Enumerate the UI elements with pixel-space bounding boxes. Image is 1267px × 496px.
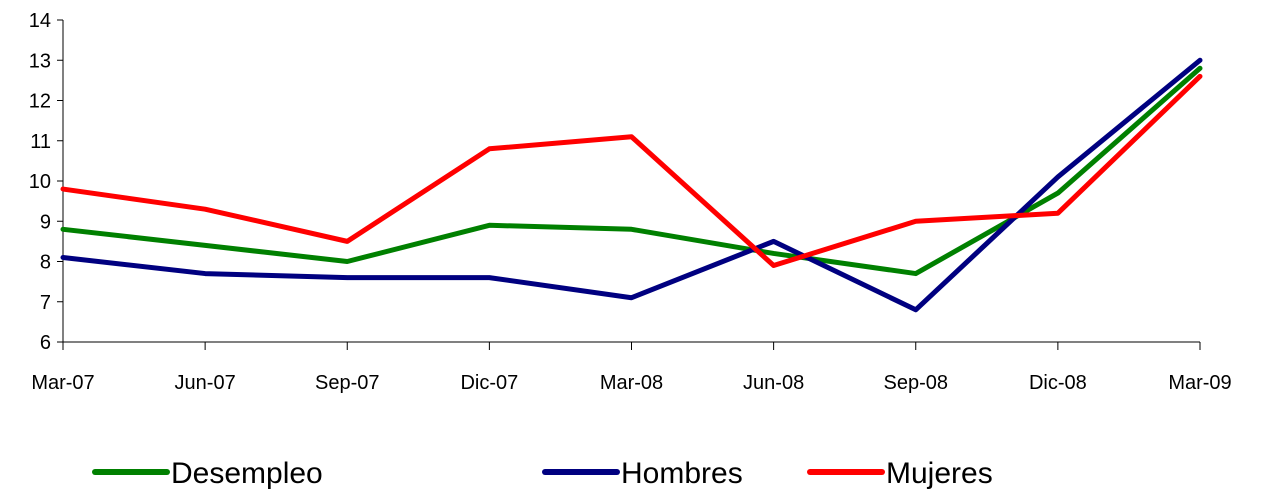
series-line-mujeres xyxy=(60,73,1203,269)
x-axis-ticks: Mar-07 Jun-07 Sep-07 Dic-07 Mar-08 Jun-08 Sep-… xyxy=(31,342,1232,394)
x-tick-label: Sep-07 xyxy=(315,372,380,394)
y-tick-label: 14 xyxy=(29,10,51,32)
legend: Desempleo Hombres Mujeres xyxy=(92,457,993,490)
y-tick-label: 10 xyxy=(29,171,51,193)
y-tick-label: 11 xyxy=(30,131,51,153)
y-tick-label: 13 xyxy=(29,50,51,72)
legend-item-mujeres: Mujeres xyxy=(807,457,993,490)
x-tick-label: Jun-08 xyxy=(743,372,804,394)
legend-item-desempleo: Desempleo xyxy=(92,457,323,490)
legend-label: Desempleo xyxy=(171,457,323,490)
y-tick-label: 12 xyxy=(29,91,51,113)
legend-label: Mujeres xyxy=(886,457,993,490)
series-line-desempleo xyxy=(60,65,1203,277)
y-tick-label: 7 xyxy=(40,292,51,314)
legend-label: Hombres xyxy=(621,457,743,490)
x-tick-label: Mar-09 xyxy=(1168,372,1231,394)
y-axis-ticks: 6 7 8 9 10 11 12 13 14 xyxy=(29,10,63,354)
x-tick-label: Sep-08 xyxy=(884,372,949,394)
x-tick-label: Mar-07 xyxy=(31,372,94,394)
x-tick-label: Jun-07 xyxy=(175,372,236,394)
y-tick-label: 9 xyxy=(40,211,51,233)
series-line-hombres xyxy=(60,57,1203,313)
x-tick-label: Dic-08 xyxy=(1029,372,1087,394)
series-lines xyxy=(60,57,1203,313)
x-tick-label: Dic-07 xyxy=(460,372,518,394)
x-tick-label: Mar-08 xyxy=(600,372,663,394)
y-tick-label: 6 xyxy=(40,332,51,354)
legend-item-hombres: Hombres xyxy=(542,457,743,490)
y-tick-label: 8 xyxy=(40,252,51,274)
chart-axes xyxy=(62,20,1200,343)
